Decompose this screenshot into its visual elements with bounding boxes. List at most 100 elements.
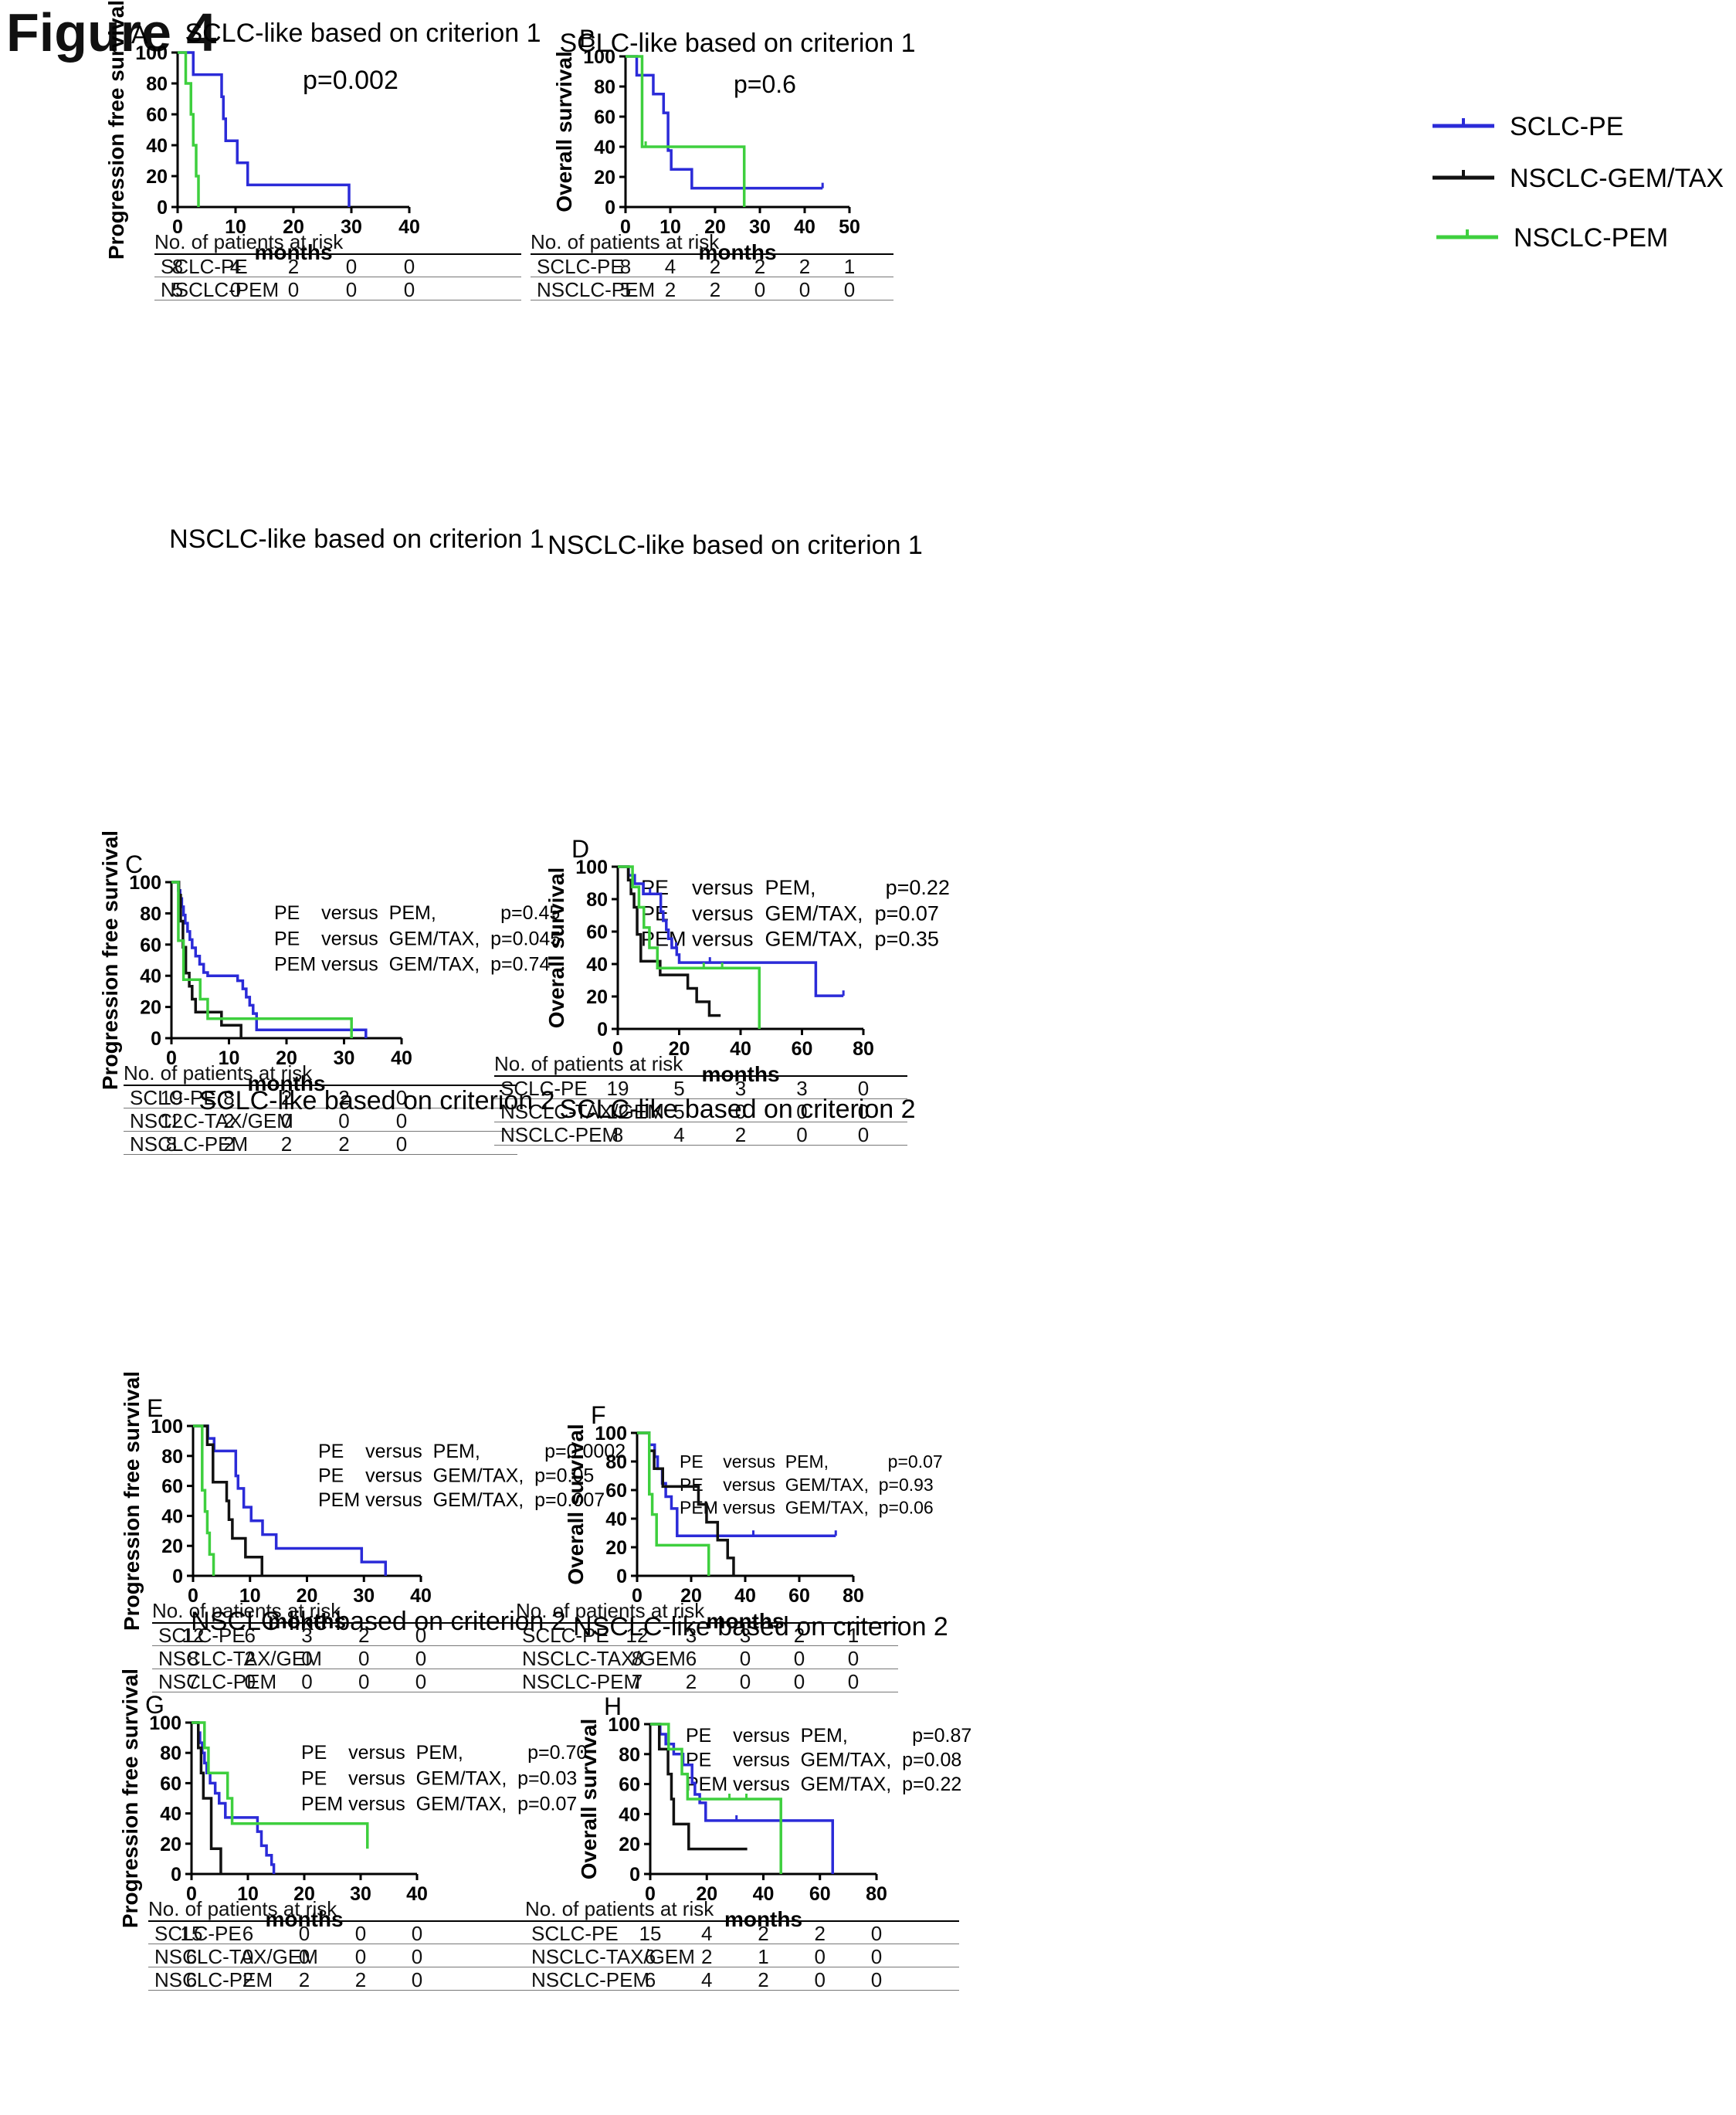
x-tick-label: 0 <box>620 216 631 238</box>
risk-table-header: No. of patients at risk <box>148 1897 337 1920</box>
x-tick-label: 60 <box>788 1585 810 1607</box>
risk-table-cell: 0 <box>796 1100 808 1123</box>
panel-letter: F <box>591 1401 606 1429</box>
x-axis-label: months <box>265 1907 343 1931</box>
risk-table-row-name: NSCLC-PEM <box>537 278 656 301</box>
y-tick-label: 100 <box>595 1423 627 1445</box>
x-tick-label: 20 <box>696 1883 717 1905</box>
risk-table-cell: 0 <box>403 278 415 301</box>
y-axis-label: Progression free survival <box>104 0 128 260</box>
risk-table-cell: 8 <box>631 1647 643 1670</box>
risk-table-rule <box>516 1645 898 1646</box>
y-tick-label: 20 <box>619 1834 640 1855</box>
risk-table-row-name: NSCLC-TAX/GEM <box>154 1945 318 1968</box>
p-value-text: PE versus PEM, p=0.07 <box>680 1451 943 1472</box>
risk-table-cell: 0 <box>870 1968 883 1991</box>
p-value-text: PE versus GEM/TAX, p=0.05 <box>318 1465 594 1487</box>
risk-table-cell: 0 <box>411 1968 423 1991</box>
km-curve-nsclc-gem-tax <box>192 1721 222 1874</box>
risk-table-cell: 15 <box>639 1922 662 1945</box>
panel-letter: D <box>571 835 589 863</box>
risk-table-row-name: NSCLC-TAX/GEM <box>531 1945 695 1968</box>
risk-table-cell: 12 <box>160 1109 183 1132</box>
p-value-text: PE versus GEM/TAX, p=0.93 <box>680 1475 934 1495</box>
risk-table-cell: 15 <box>180 1922 203 1945</box>
risk-table-cell: 4 <box>673 1123 685 1146</box>
panel-d-chart: D NSCLC-like based on criterion 1 0 20 40 60 8… <box>494 525 1736 1146</box>
y-tick-label: 80 <box>594 76 615 98</box>
y-tick-label: 40 <box>586 954 608 976</box>
panel-c-chart: C NSCLC-like based on criterion 1 0 10 20 30 4… <box>0 525 849 1156</box>
y-tick-label: 80 <box>146 73 168 95</box>
risk-table-row-name: SCLC-PE <box>130 1086 217 1109</box>
y-axis-label: Progression free survival <box>118 1669 142 1928</box>
x-tick-label: 40 <box>398 216 420 238</box>
p-value-text: p=0.002 <box>303 66 398 95</box>
x-tick-label: 0 <box>645 1883 656 1905</box>
x-tick-label: 80 <box>843 1585 864 1607</box>
risk-table-cell: 0 <box>754 278 766 301</box>
x-tick-label: 10 <box>659 216 681 238</box>
x-tick-label: 0 <box>632 1585 643 1607</box>
km-curve-nsclc-pem <box>192 1721 369 1849</box>
km-curve-nsclc-pem <box>171 881 353 1038</box>
risk-table-cell: 2 <box>242 1968 254 1991</box>
p-value-text: PE versus PEM, p=0.0002 <box>318 1441 626 1462</box>
x-tick-label: 40 <box>410 1585 432 1607</box>
risk-table-cell: 0 <box>280 1109 293 1132</box>
risk-table-cell: 0 <box>796 1123 808 1146</box>
y-tick-label: 80 <box>586 889 608 911</box>
chart-title: SCLC-like based on criterion 1 <box>559 29 915 58</box>
p-value-text: PEM versus GEM/TAX, p=0.22 <box>686 1774 961 1795</box>
risk-table-cell: 2 <box>280 1132 293 1156</box>
km-curve-nsclc-gem-tax <box>650 1723 748 1851</box>
risk-table-cell: 0 <box>857 1077 870 1100</box>
y-tick-label: 80 <box>161 1446 183 1468</box>
risk-table-rule <box>152 1622 538 1624</box>
risk-table-cell: 0 <box>734 1100 747 1123</box>
x-tick-label: 0 <box>186 1883 197 1905</box>
risk-table-rule <box>148 1920 527 1922</box>
km-curve-nsclc-gem-tax <box>637 1431 735 1576</box>
risk-table-cell: 6 <box>185 1968 198 1991</box>
p-value-text: PEM versus GEM/TAX, p=0.07 <box>301 1794 577 1815</box>
x-tick-label: 40 <box>753 1883 775 1905</box>
km-curve-nsclc-pem <box>618 865 761 1029</box>
risk-table-cell: 0 <box>793 1647 805 1670</box>
risk-table-cell: 1 <box>758 1945 769 1968</box>
risk-table-cell: 0 <box>242 1945 254 1968</box>
x-axis-label: months <box>698 240 776 264</box>
risk-table-cell: 8 <box>612 1123 624 1146</box>
risk-table-cell: 2 <box>754 255 766 278</box>
y-tick-label: 100 <box>149 1713 181 1734</box>
risk-table-row-name: SCLC-PE <box>500 1077 588 1100</box>
x-axis-label: months <box>701 1062 779 1086</box>
risk-table-row-name: NSCLC-PEM <box>161 278 280 301</box>
y-tick-label: 40 <box>594 137 615 158</box>
y-tick-label: 0 <box>151 1028 161 1050</box>
risk-table-cell: 6 <box>244 1624 256 1647</box>
risk-table-rule <box>494 1145 907 1146</box>
x-tick-label: 20 <box>293 1883 315 1905</box>
p-value-text: PE versus GEM/TAX, p=0.03 <box>301 1767 577 1789</box>
km-curve-sclc-pe <box>618 865 844 997</box>
panel-e-chart: E SCLC-like based on criterion 2 0 10 20 30 40… <box>0 1074 849 1693</box>
km-curve-sclc-pe <box>193 1424 388 1576</box>
x-axis-label: months <box>706 1609 784 1633</box>
risk-table-cell: 0 <box>739 1647 751 1670</box>
legend-item-nsclc-pem: NSCLC-PEM <box>1436 223 1668 253</box>
risk-table-cell: 6 <box>644 1968 656 1991</box>
risk-table-cell: 0 <box>298 1922 310 1945</box>
risk-table-cell: 7 <box>631 1670 643 1693</box>
x-tick-label: 10 <box>239 1585 261 1607</box>
risk-table-cell: 0 <box>395 1086 408 1109</box>
panel-b-chart: B SCLC-like based on criterion 1 0 10 20 30 40… <box>531 0 1736 510</box>
y-tick-label: 60 <box>160 1773 181 1794</box>
y-tick-label: 20 <box>140 997 161 1019</box>
risk-table-cell: 12 <box>606 1100 629 1123</box>
y-tick-label: 80 <box>605 1451 627 1473</box>
km-curve-sclc-pe <box>171 881 368 1038</box>
